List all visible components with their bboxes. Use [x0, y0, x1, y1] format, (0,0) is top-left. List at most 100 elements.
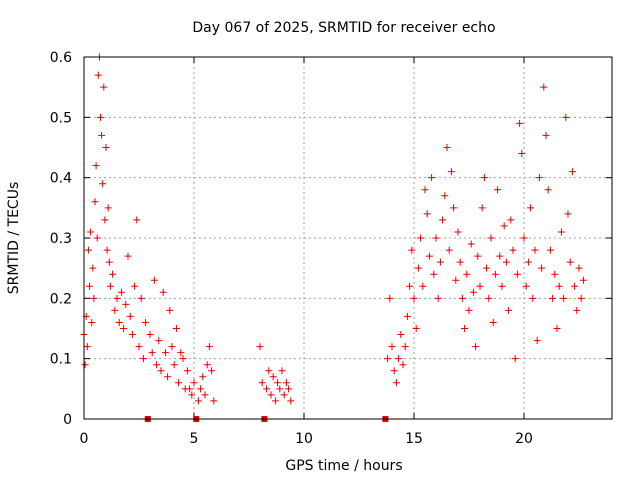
data-point-63 — [197, 385, 205, 393]
data-point-40 — [142, 318, 150, 326]
data-point-29 — [117, 288, 125, 296]
data-point-23 — [105, 258, 113, 266]
y-tick-label-6: 0.6 — [50, 50, 72, 66]
data-point-104 — [428, 174, 436, 182]
data-point-103 — [425, 252, 433, 260]
x-tick-label-2: 10 — [295, 431, 313, 447]
data-point-88 — [392, 379, 400, 387]
data-point-84 — [384, 355, 392, 363]
data-point-136 — [498, 282, 506, 290]
data-point-115 — [452, 276, 460, 284]
data-point-130 — [485, 294, 493, 302]
data-point-125 — [474, 252, 482, 260]
data-point-123 — [469, 288, 477, 296]
y-tick-label-2: 0.2 — [50, 291, 72, 307]
data-point-16 — [98, 131, 106, 139]
data-point-117 — [456, 258, 464, 266]
data-point-129 — [483, 264, 491, 272]
data-point-33 — [126, 312, 134, 320]
data-point-54 — [175, 379, 183, 387]
data-point-122 — [467, 240, 475, 248]
data-point-154 — [538, 264, 546, 272]
data-point-12 — [93, 234, 101, 242]
data-point-75 — [269, 373, 277, 381]
data-point-61 — [190, 379, 198, 387]
data-point-105 — [430, 270, 438, 278]
data-point-150 — [529, 294, 537, 302]
data-point-35 — [131, 282, 139, 290]
data-point-144 — [516, 119, 524, 127]
plot-frame — [83, 56, 613, 420]
data-point-97 — [412, 325, 420, 332]
data-point-111 — [443, 144, 451, 151]
y-tick-label-1: 0.1 — [50, 352, 72, 368]
data-point-51 — [168, 343, 176, 351]
data-point-13 — [94, 71, 102, 79]
data-point-11 — [92, 162, 100, 170]
data-point-101 — [421, 186, 429, 194]
data-point-163 — [557, 228, 565, 236]
data-point-114 — [450, 204, 458, 212]
data-point-93 — [403, 312, 411, 320]
data-point-135 — [496, 252, 504, 260]
data-point-142 — [511, 355, 519, 363]
data-point-59 — [186, 385, 194, 393]
data-point-65 — [201, 391, 209, 399]
data-point-79 — [278, 367, 286, 375]
data-point-42 — [148, 349, 156, 357]
data-point-172 — [577, 294, 585, 302]
data-point-106 — [432, 234, 440, 242]
data-point-87 — [390, 367, 398, 375]
x-tick-label-1: 5 — [190, 431, 199, 447]
data-point-157 — [544, 186, 552, 194]
data-point-1 — [81, 361, 89, 369]
data-point-133 — [491, 270, 499, 278]
data-point-168 — [568, 168, 576, 176]
data-point-70 — [256, 343, 264, 351]
data-point-81 — [282, 379, 290, 387]
data-point-71 — [258, 379, 266, 387]
data-point-30 — [120, 325, 128, 332]
data-point-85 — [386, 294, 394, 302]
data-point-155 — [540, 83, 548, 91]
data-point-140 — [507, 216, 515, 224]
data-point-156 — [542, 131, 550, 139]
data-point-98 — [414, 264, 422, 272]
data-point-138 — [502, 258, 510, 266]
data-point-143 — [513, 270, 521, 278]
data-point-67 — [205, 343, 213, 351]
data-point-126 — [476, 282, 484, 290]
y-tick-label-4: 0.4 — [50, 171, 72, 187]
data-point-26 — [111, 306, 119, 314]
data-point-76 — [271, 397, 279, 405]
data-point-141 — [509, 246, 517, 254]
data-point-170 — [573, 306, 581, 314]
data-point-152 — [533, 337, 541, 345]
data-point-31 — [122, 300, 130, 308]
data-point-121 — [465, 306, 473, 314]
data-point-74 — [267, 391, 275, 399]
chart-title: Day 067 of 2025, SRMTID for receiver ech… — [192, 20, 495, 36]
x-axis-label: GPS time / hours — [285, 458, 402, 474]
data-point-169 — [571, 282, 579, 290]
data-point-50 — [166, 306, 174, 314]
data-point-60 — [188, 391, 196, 399]
data-point-91 — [399, 361, 407, 369]
data-point-3 — [83, 343, 91, 351]
data-point-153 — [535, 174, 543, 182]
data-point-10 — [91, 198, 99, 206]
data-point-158 — [546, 246, 554, 254]
data-point-37 — [135, 343, 143, 351]
data-point-78 — [276, 385, 284, 393]
data-point-119 — [461, 325, 469, 332]
data-point-34 — [128, 331, 136, 339]
data-point-36 — [133, 216, 141, 224]
y-axis-label: SRMTID / TECUs — [6, 182, 22, 295]
data-point-45 — [155, 337, 163, 345]
data-point-82 — [285, 385, 293, 393]
data-point-173 — [579, 276, 587, 284]
data-point-116 — [454, 228, 462, 236]
data-point-83 — [287, 397, 295, 405]
data-point-139 — [505, 306, 513, 314]
data-point-171 — [575, 264, 583, 272]
